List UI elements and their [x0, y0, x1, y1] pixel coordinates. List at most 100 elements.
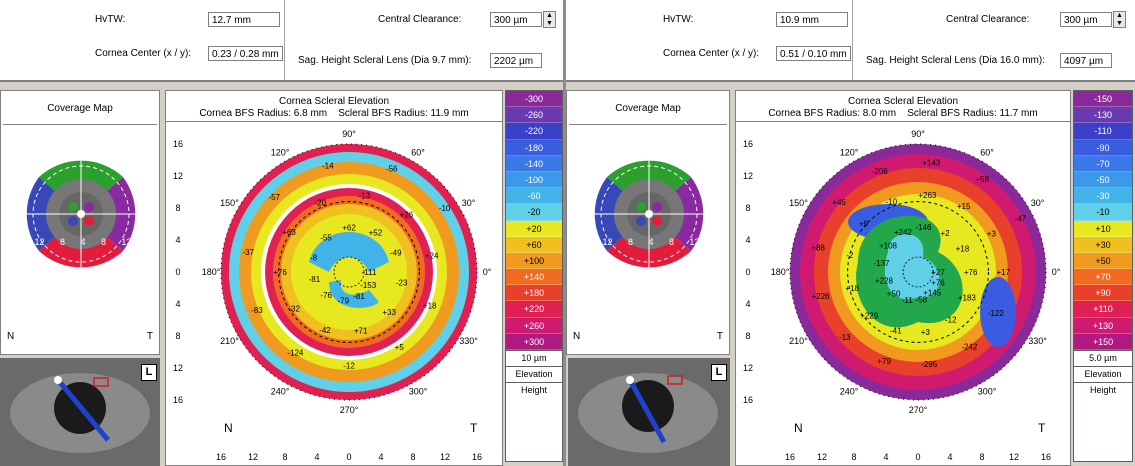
hwtw-label: HvTW:: [95, 14, 126, 25]
elevation-map: 90° 60° 30° 0° 330° 300° 270° 240° 210° 180° 150° 1…: [743, 129, 1061, 462]
map-value-label: +145: [923, 289, 942, 298]
scale-cell: +110: [1074, 301, 1132, 318]
temporal-label: T: [716, 331, 723, 342]
angle-label: 330°: [1028, 336, 1047, 346]
angle-label: 270°: [340, 405, 359, 415]
map-value-label: +15: [957, 202, 971, 211]
angle-label: 300°: [409, 387, 428, 397]
sag-height-field[interactable]: 2202 µm: [490, 53, 542, 68]
central-clearance-field[interactable]: 300 µm: [490, 12, 542, 27]
scale-cell: +150: [1074, 333, 1132, 350]
scale-cell: -220: [506, 123, 562, 140]
map-value-label: +263: [918, 191, 937, 200]
map-value-label: -111: [362, 268, 377, 277]
cornea-center-field[interactable]: 0.23 / 0.28 mm: [208, 46, 283, 61]
map-value-label: +50: [887, 290, 901, 299]
x-tick-label: 4: [378, 452, 383, 462]
angle-label: 120°: [271, 147, 290, 157]
map-value-label: -242: [961, 342, 978, 351]
scale-cell: -260: [506, 107, 562, 124]
cornea-center-field[interactable]: 0.51 / 0.10 mm: [776, 46, 851, 61]
hwtw-field[interactable]: 12.7 mm: [208, 12, 280, 27]
angle-label: 30°: [1031, 198, 1045, 208]
scale-cell: +220: [506, 301, 562, 318]
coverage-map: [569, 149, 729, 279]
scale-cell: +130: [1074, 317, 1132, 334]
scale-unit: 10 µm: [506, 350, 562, 366]
cornea-center-label: Cornea Center (x / y):: [95, 48, 192, 59]
color-scale: -300 -260 -220 -180 -140 -100 -60 -20 +20 +60 +100…: [505, 90, 563, 462]
y-tick-label: 16: [173, 139, 183, 149]
map-value-label: +76: [964, 268, 978, 277]
bfs-info: Cornea BFS Radius: 6.8 mm Scleral BFS Ra…: [166, 108, 502, 119]
x-tick-label: 8: [979, 452, 984, 462]
map-value-label: -14: [322, 161, 334, 170]
scale-unit: 5.0 µm: [1074, 350, 1132, 366]
map-title: Cornea Scleral Elevation: [278, 96, 390, 107]
x-tick-label: 12: [817, 452, 827, 462]
split-divider: [563, 0, 566, 466]
nasal-label: N: [224, 421, 233, 435]
nasal-label: N: [573, 331, 581, 342]
separator: [284, 0, 285, 80]
y-tick-label: 8: [175, 203, 180, 213]
scale-cell: -140: [506, 155, 562, 172]
scale-cell: +30: [1074, 236, 1132, 253]
scale-cell: -100: [506, 171, 562, 189]
clearance-stepper[interactable]: ▲ ▼: [1113, 11, 1126, 28]
height-button[interactable]: Height: [506, 382, 562, 398]
clearance-stepper[interactable]: ▲ ▼: [543, 11, 556, 28]
eye-photo: [0, 358, 160, 466]
elevation-button[interactable]: Elevation: [1074, 366, 1132, 382]
central-clearance-field[interactable]: 300 µm: [1060, 12, 1112, 27]
height-button[interactable]: Height: [1074, 382, 1132, 398]
elevation-button[interactable]: Elevation: [506, 366, 562, 382]
eye-side-badge: L: [711, 364, 727, 381]
scale-cell: -110: [1074, 123, 1132, 140]
y-tick-label: 12: [743, 363, 753, 373]
map-region: [309, 232, 389, 272]
map-value-label: -124: [287, 348, 304, 357]
angle-label: 30°: [462, 198, 476, 208]
angle-label: 270°: [909, 405, 928, 415]
map-value-label: +27: [931, 268, 945, 277]
map-value-label: +76: [273, 268, 287, 277]
central-clearance-label: Central Clearance:: [946, 14, 1030, 25]
exam-right: HvTW: 10.9 mm Cornea Center (x / y): 0.5…: [566, 0, 1135, 466]
y-tick-label: 16: [743, 139, 753, 149]
y-tick-label: 12: [173, 171, 183, 181]
angle-label: 210°: [789, 336, 808, 346]
map-value-label: -56: [386, 165, 398, 174]
eye-photo: [568, 358, 730, 466]
map-value-label: +2: [941, 229, 951, 238]
map-value-label: -2: [846, 251, 854, 260]
coverage-map-panel: Coverage Map 16 12 8 4 8 12 16 N T: [0, 90, 160, 355]
x-tick-label: 4: [314, 452, 319, 462]
sag-height-field[interactable]: 4097 µm: [1060, 53, 1112, 68]
map-value-label: +33: [382, 308, 396, 317]
angle-label: 180°: [202, 267, 221, 277]
map-value-label: -41: [890, 327, 902, 336]
map-value-label: +26: [400, 211, 414, 220]
map-value-label: -81: [309, 275, 321, 284]
y-tick-label: 12: [173, 363, 183, 373]
coverage-map-title: Coverage Map: [615, 103, 681, 114]
map-value-label: -12: [343, 362, 355, 371]
hwtw-field[interactable]: 10.9 mm: [776, 12, 848, 27]
scale-cell: +20: [506, 220, 562, 237]
eye-camera-image: L: [568, 358, 730, 466]
map-value-label: +18: [845, 284, 859, 293]
scale-cell: -70: [1074, 155, 1132, 172]
map-value-label: +76: [931, 278, 945, 287]
map-value-label: -10: [886, 198, 898, 207]
map-value-label: +58: [975, 175, 989, 184]
map-value-label: -13: [839, 333, 851, 342]
scale-cell: +90: [1074, 285, 1132, 302]
scale-cell: -130: [1074, 107, 1132, 124]
scale-cell: +50: [1074, 252, 1132, 270]
color-scale: -150 -130 -110 -90 -70 -50 -30 -10 +10 +30 +50 +70 +…: [1073, 90, 1133, 462]
scale-cell: -10: [1074, 204, 1132, 221]
x-tick-label: 12: [440, 452, 450, 462]
map-value-label: +79: [877, 357, 891, 366]
coverage-map-title: Coverage Map: [47, 103, 113, 114]
